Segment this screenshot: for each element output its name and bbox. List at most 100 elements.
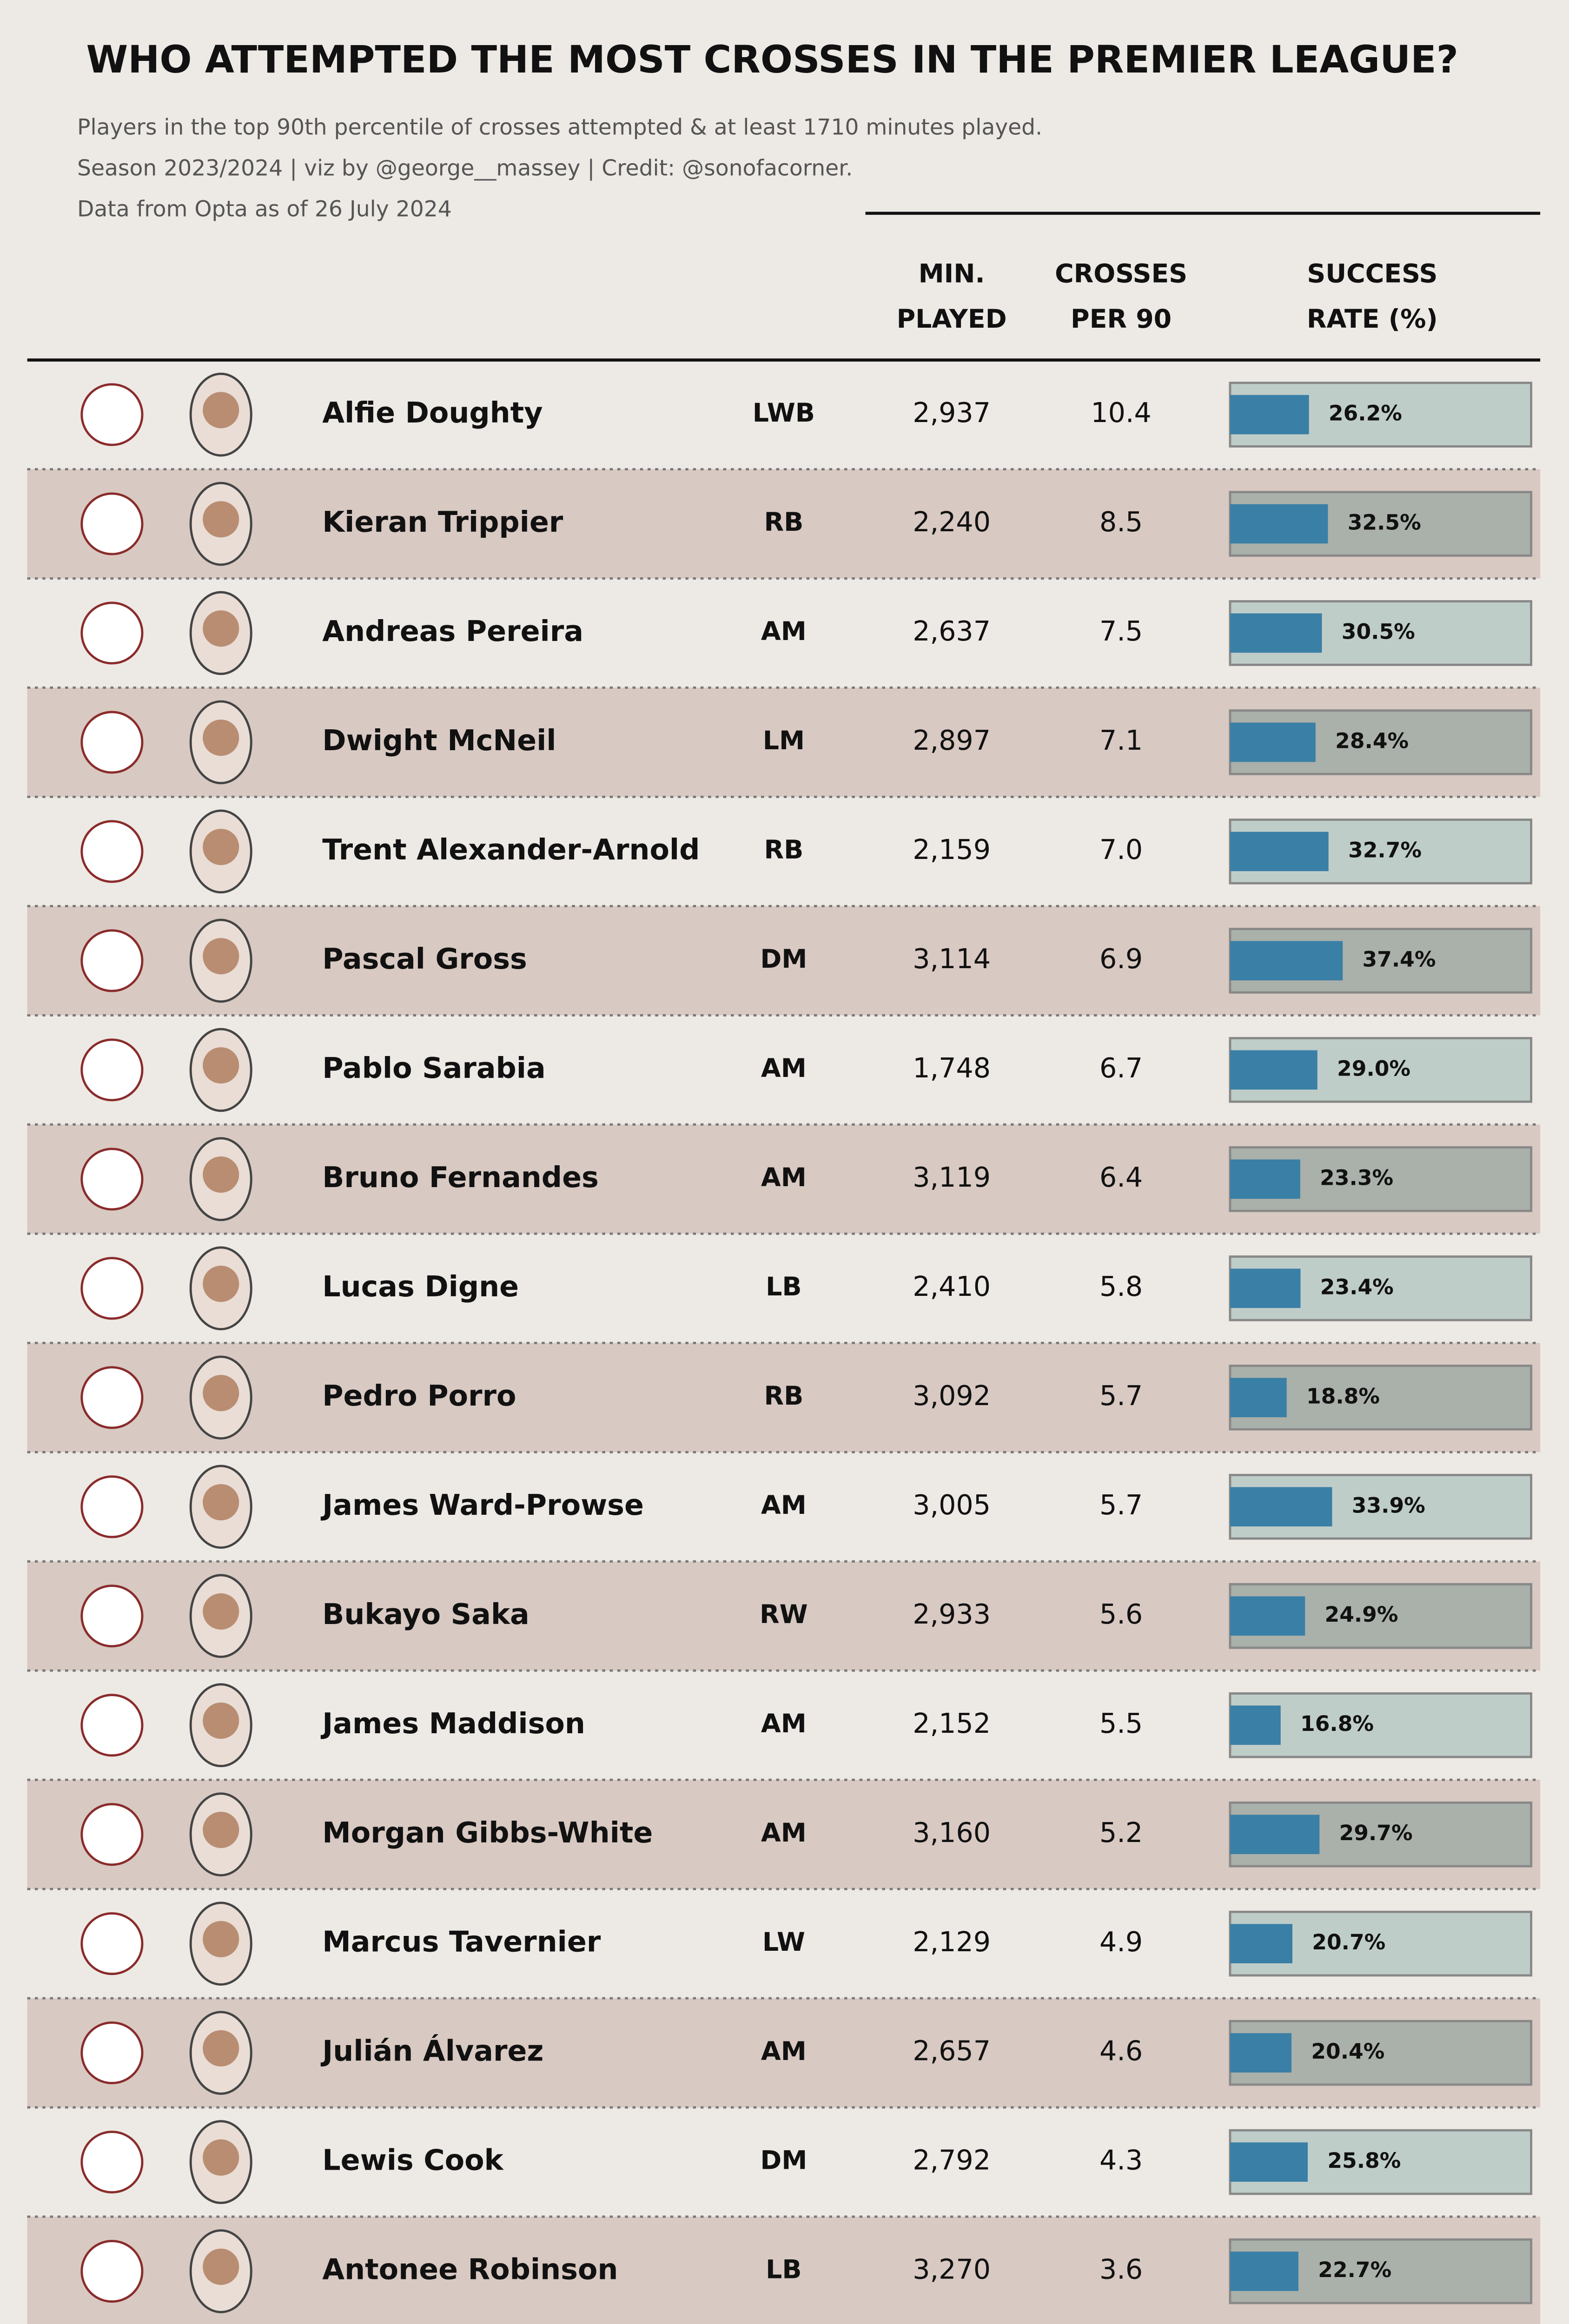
bar — [1230, 1378, 1287, 1418]
club-logo — [80, 1912, 144, 1975]
crosses-per-90: 6.4 — [1099, 1162, 1143, 1193]
bar — [1230, 2033, 1292, 2073]
crosses-per-90: 5.2 — [1099, 1817, 1143, 1849]
player-name: Lewis Cook — [322, 2144, 504, 2177]
position: RB — [764, 508, 803, 537]
value-label: 20.7% — [1312, 1930, 1385, 1954]
value-label: 29.7% — [1339, 1821, 1413, 1845]
position: AM — [761, 1054, 807, 1083]
player-head — [203, 1593, 239, 1630]
position: RW — [760, 1600, 808, 1630]
player-head — [203, 2248, 239, 2285]
player-name: James Maddison — [320, 1707, 585, 1740]
value-label: 23.4% — [1320, 1274, 1394, 1299]
club-logo — [80, 1038, 144, 1102]
player-name: Marcus Tavernier — [322, 1925, 601, 1959]
crosses-per-90: 4.6 — [1099, 2035, 1143, 2067]
bar — [1230, 1159, 1300, 1199]
position: RB — [764, 835, 803, 865]
player-head — [203, 392, 239, 429]
player-head — [203, 2139, 239, 2176]
subtitle: Season 2023/2024 | viz by @george__masse… — [77, 156, 853, 181]
minutes: 2,897 — [913, 725, 991, 756]
chart-title: WHO ATTEMPTED THE MOST CROSSES IN THE PR… — [86, 38, 1458, 82]
club-logo — [80, 601, 144, 665]
club-logo — [80, 383, 144, 446]
value-label: 24.9% — [1325, 1602, 1398, 1627]
bar — [1230, 1815, 1320, 1854]
club-logo — [80, 2131, 144, 2194]
crosses-per-90: 3.6 — [1099, 2254, 1143, 2285]
minutes: 2,933 — [913, 1598, 991, 1630]
player-name: Pascal Gross — [322, 942, 527, 976]
column-header: PLAYED — [897, 304, 1007, 334]
player-name: Pablo Sarabia — [322, 1051, 545, 1085]
player-head — [203, 720, 239, 756]
player-name: Morgan Gibbs-White — [322, 1816, 653, 1849]
player-head — [203, 1921, 239, 1957]
bar — [1230, 722, 1316, 762]
bar — [1230, 395, 1309, 435]
bar — [1230, 1924, 1293, 1963]
minutes: 2,410 — [913, 1271, 991, 1302]
position: DM — [760, 944, 807, 974]
value-label: 26.2% — [1329, 401, 1402, 426]
bar — [1230, 504, 1328, 544]
value-label: 28.4% — [1335, 728, 1409, 753]
position: AM — [761, 617, 807, 647]
position: LWB — [753, 398, 815, 428]
player-head — [203, 1374, 239, 1412]
crosses-per-90: 6.7 — [1099, 1052, 1143, 1084]
club-logo — [80, 2021, 144, 2085]
player-name: Kieran Trippier — [322, 505, 563, 539]
player-name: Andreas Pereira — [322, 614, 583, 648]
minutes: 3,114 — [913, 943, 991, 975]
club-logo — [80, 1803, 144, 1866]
crosses-per-90: 4.9 — [1099, 1926, 1143, 1958]
position: AM — [761, 1163, 807, 1193]
bar — [1230, 2142, 1308, 2182]
player-name: Antonee Robinson — [322, 2253, 618, 2286]
club-logo — [80, 492, 144, 555]
column-header: SUCCESS — [1307, 259, 1437, 289]
position: AM — [761, 2037, 807, 2067]
player-name: Trent Alexander-Arnold — [322, 833, 700, 866]
crosses-per-90: 10.4 — [1091, 397, 1151, 429]
player-head — [203, 1156, 239, 1193]
minutes: 2,792 — [913, 2145, 991, 2176]
position: LB — [766, 2255, 801, 2285]
bar — [1230, 1268, 1301, 1308]
crosses-per-90: 5.7 — [1099, 1380, 1143, 1412]
player-head — [203, 2030, 239, 2067]
club-logo — [80, 2240, 144, 2303]
player-head — [203, 501, 239, 538]
club-logo — [80, 1585, 144, 1648]
club-logo — [80, 1148, 144, 1211]
player-name: Alfie Doughty — [322, 396, 543, 429]
player-name: Julián Álvarez — [320, 2034, 543, 2068]
player-head — [203, 1811, 239, 1848]
bar — [1230, 1050, 1317, 1090]
crosses-per-90: 6.9 — [1099, 943, 1143, 975]
column-header: CROSSES — [1055, 259, 1187, 289]
crosses-per-90: 8.5 — [1099, 506, 1143, 538]
minutes: 3,160 — [913, 1817, 991, 1849]
minutes: 2,159 — [913, 834, 991, 865]
position: DM — [760, 2146, 807, 2176]
bar-track — [1229, 491, 1533, 557]
club-logo — [80, 820, 144, 883]
crosses-per-90: 7.1 — [1099, 725, 1143, 756]
crosses-per-90: 5.7 — [1099, 1489, 1143, 1521]
club-logo — [80, 1366, 144, 1429]
crosses-per-90: 5.6 — [1099, 1598, 1143, 1630]
value-label: 18.8% — [1306, 1384, 1380, 1408]
subtitle: Players in the top 90th percentile of cr… — [77, 115, 1042, 140]
position: LM — [763, 726, 805, 756]
bar — [1230, 1596, 1305, 1636]
bar — [1230, 1487, 1332, 1527]
bar — [1230, 832, 1329, 872]
player-name: Bruno Fernandes — [322, 1161, 599, 1194]
player-name: Dwight McNeil — [322, 724, 556, 757]
minutes: 3,092 — [913, 1380, 991, 1412]
